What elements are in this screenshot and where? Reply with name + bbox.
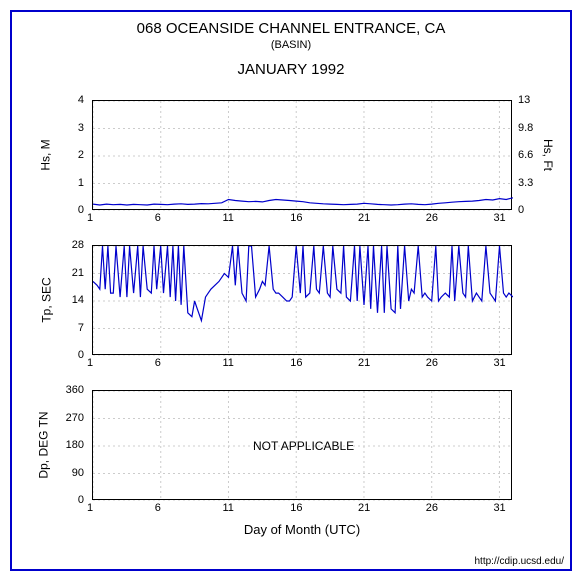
xtick-label: 21 <box>358 357 370 369</box>
ytick-label: 180 <box>66 439 84 451</box>
ytick-label-right: 13 <box>518 94 530 106</box>
xtick-label: 1 <box>87 357 93 369</box>
ytick-label: 2 <box>78 149 84 161</box>
title-sub: (BASIN) <box>12 39 570 51</box>
ytick-label: 0 <box>78 494 84 506</box>
xtick-label: 31 <box>493 502 505 514</box>
ytick-label-right: 3.3 <box>518 177 533 189</box>
footer-url: http://cdip.ucsd.edu/ <box>474 556 564 567</box>
panel-dp: NOT APPLICABLE <box>92 390 512 500</box>
ytick-label: 21 <box>72 267 84 279</box>
xtick-label: 1 <box>87 502 93 514</box>
ylabel-hs-right: Hs, Ft <box>541 139 555 171</box>
ytick-label-right: 0 <box>518 204 524 216</box>
ytick-label: 3 <box>78 122 84 134</box>
ytick-label: 4 <box>78 94 84 106</box>
xtick-label: 6 <box>155 212 161 224</box>
xtick-label: 6 <box>155 502 161 514</box>
xtick-label: 16 <box>290 212 302 224</box>
xtick-label: 26 <box>426 212 438 224</box>
xtick-label: 21 <box>358 502 370 514</box>
ytick-label: 0 <box>78 204 84 216</box>
ytick-label: 14 <box>72 294 84 306</box>
ylabel-hs-left: Hs, M <box>39 139 53 170</box>
ytick-label: 1 <box>78 177 84 189</box>
ytick-label: 7 <box>78 322 84 334</box>
xtick-label: 6 <box>155 357 161 369</box>
ylabel-tp-left: Tp, SEC <box>40 277 54 322</box>
panel-tp-svg <box>93 246 513 356</box>
chart-frame: 068 OCEANSIDE CHANNEL ENTRANCE, CA (BASI… <box>10 10 572 571</box>
ytick-label-right: 9.8 <box>518 122 533 134</box>
xtick-label: 26 <box>426 357 438 369</box>
ytick-label: 270 <box>66 412 84 424</box>
xtick-label: 11 <box>222 502 233 514</box>
not-applicable-text: NOT APPLICABLE <box>253 439 354 453</box>
ytick-label: 90 <box>72 467 84 479</box>
xtick-label: 31 <box>493 357 505 369</box>
xtick-label: 31 <box>493 212 505 224</box>
xtick-label: 16 <box>290 502 302 514</box>
title-main: 068 OCEANSIDE CHANNEL ENTRANCE, CA <box>12 20 570 37</box>
title-month: JANUARY 1992 <box>12 61 570 78</box>
xtick-label: 26 <box>426 502 438 514</box>
panel-hs-svg <box>93 101 513 211</box>
xtick-label: 16 <box>290 357 302 369</box>
ytick-label-right: 6.6 <box>518 149 533 161</box>
xtick-label: 21 <box>358 212 370 224</box>
plot-area: Hs, M Hs, Ft Tp, SEC NOT APPLICABLE Dp, … <box>92 100 512 520</box>
xtick-label: 1 <box>87 212 93 224</box>
xtick-label: 11 <box>222 212 233 224</box>
ylabel-dp-left: Dp, DEG TN <box>37 411 51 478</box>
panel-tp <box>92 245 512 355</box>
xtick-label: 11 <box>222 357 233 369</box>
xlabel: Day of Month (UTC) <box>92 522 512 537</box>
ytick-label: 360 <box>66 384 84 396</box>
ytick-label: 28 <box>72 239 84 251</box>
panel-hs <box>92 100 512 210</box>
ytick-label: 0 <box>78 349 84 361</box>
